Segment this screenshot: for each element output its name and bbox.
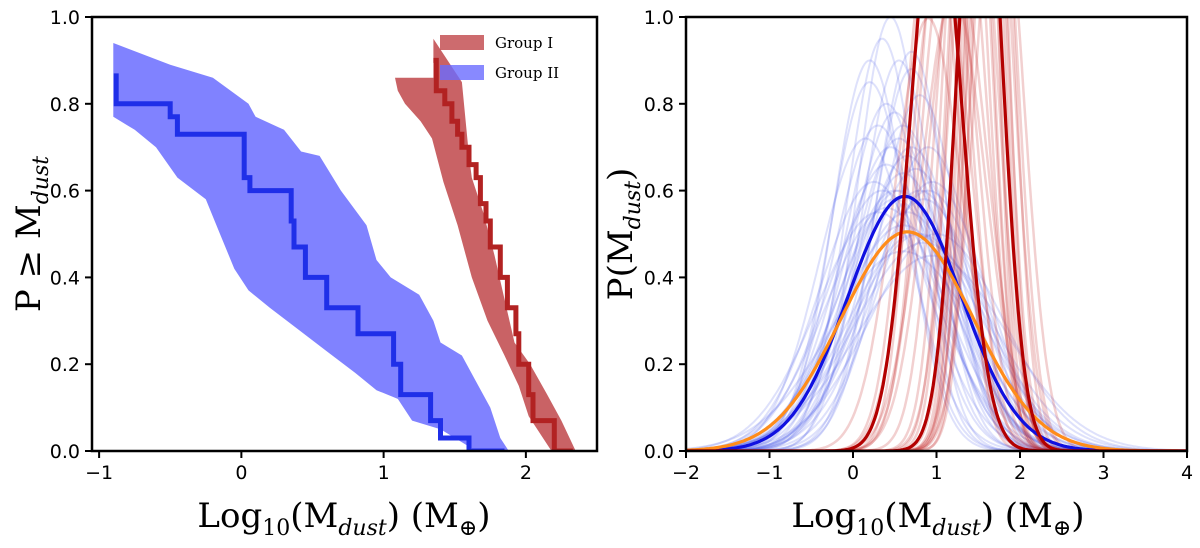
right-ytick-label: 1.0 [644,7,674,29]
left-xtick-label: 1 [378,462,390,484]
step-group-ii [113,73,505,451]
left-xlabel-sub: 10 [262,516,290,541]
blue-sample-curve [686,146,1187,451]
left-xlabel-end: ) [477,496,490,536]
blue-sample-curve [686,124,1187,451]
right-ylabel-sub: dust [621,181,646,230]
blue-sample-curve [686,137,1187,451]
right-xlabel-sub2: dust [932,516,981,541]
red-sample-curve [686,17,1187,451]
left-xlabel-tail: ) (M [387,496,459,536]
left-ytick-label: 0.6 [50,181,80,203]
red-sample-curve [686,17,1187,451]
left-steps [113,57,573,451]
right-ytick-label: 0.0 [644,441,674,463]
red-sample-curve [686,17,1187,451]
left-xlabel-unit-sub: ⊕ [459,516,477,541]
left-xticks: −1 0 1 2 [85,451,532,484]
red-sample-curve [686,17,1187,451]
blue-sample-curve [686,250,1187,451]
red-sample-curve [686,17,1187,451]
right-xlabel-end: ) [1071,496,1084,536]
left-x-axis-title: Log10(Mdust) (M⊕) [197,496,490,541]
step-group-i [433,57,573,451]
left-xlabel-rest: (M [290,496,338,536]
left-ytick-label: 0.0 [50,441,80,463]
right-xtick-label: 0 [847,462,859,484]
left-xlabel-main: Log [197,496,262,536]
blue-sample-curve [686,180,1187,451]
right-xtick-label: 2 [1014,462,1026,484]
left-ytick-label: 0.4 [50,267,80,289]
band-group-ii [113,43,509,451]
right-xlabel-main: Log [791,496,856,536]
red-sample-curve [686,17,1187,451]
right-yticks: 0.0 0.2 0.4 0.6 0.8 1.0 [644,7,686,463]
right-y-axis-title: P(Mdust) [601,168,646,301]
left-xtick-label: 0 [235,462,247,484]
blue-sample-curve [686,254,1187,451]
main-curve-1 [686,230,1187,451]
left-xtick-label: −1 [85,462,113,484]
right-xtick-label: 4 [1181,462,1193,484]
left-axes-frame [90,15,599,453]
right-ytick-label: 0.6 [644,181,674,203]
right-xtick-label: −1 [755,462,783,484]
red-sample-curve [686,17,1187,451]
right-xticks: −2 −1 0 1 2 3 4 [672,451,1193,484]
red-sample-curve [686,17,1187,451]
red-sample-curve [686,17,1187,451]
left-xtick-label: 2 [520,462,532,484]
right-xlabel-rest: (M [884,496,932,536]
right-ytick-label: 0.8 [644,94,674,116]
left-bands [113,38,576,451]
right-samples [686,17,1187,451]
blue-sample-curve [686,111,1187,451]
red-sample-curve [686,17,1187,451]
right-panel: −2 −1 0 1 2 3 4 0.00.20.40.60.81.0 P(Mdust) Lo… [601,7,1193,541]
band-group-i [395,38,576,451]
left-y-axis-title: P ≥ Mdust [9,156,54,312]
red-sample-curve [686,17,1187,451]
right-ylabel-main: P(M [601,229,641,300]
red-sample-curve [686,17,1187,451]
blue-sample-curve [686,233,1187,451]
legend-label-group-ii: Group II [495,64,559,82]
red-sample-curve [686,17,1187,451]
legend-swatch-group-i [440,35,484,50]
blue-sample-curve [686,163,1187,451]
left-ytick-label: 0.2 [50,354,80,376]
right-xlabel-sub: 10 [856,516,884,541]
right-xtick-label: −2 [672,462,700,484]
left-ytick-label: 0.8 [50,94,80,116]
red-sample-curve [686,17,1187,451]
blue-sample-curve [686,59,1187,451]
main-curve-3 [686,17,1187,451]
left-ytick-label: 1.0 [50,7,80,29]
left-legend: Group I Group II [440,34,559,82]
left-yticks: 0.0 0.2 0.4 0.6 0.8 1.0 [50,7,92,463]
right-ytick-label: 0.2 [644,354,674,376]
right-xtick-label: 1 [930,462,942,484]
blue-sample-curve [686,102,1187,451]
right-xtick-label: 3 [1097,462,1109,484]
right-xlabel-unit-sub: ⊕ [1053,516,1071,541]
blue-sample-curve [686,241,1187,451]
legend-swatch-group-ii [440,65,484,80]
right-ytick-label: 0.4 [644,267,674,289]
red-sample-curve [686,17,1187,451]
right-xlabel-tail: ) (M [981,496,1053,536]
right-ylabel-end: ) [601,168,641,181]
red-sample-curve [686,17,1187,451]
red-sample-curve [686,17,1187,451]
left-xlabel-sub2: dust [338,516,387,541]
blue-sample-curve [686,37,1187,451]
left-ylabel-main: P ≥ M [9,204,49,312]
left-panel: −1 0 1 2 0.0 0.2 0.4 0.6 0.8 1.0 Group I Group I… [9,7,599,541]
right-x-axis-title: Log10(Mdust) (M⊕) [791,496,1084,541]
legend-label-group-i: Group I [495,34,553,52]
left-ylabel-sub: dust [29,156,54,205]
